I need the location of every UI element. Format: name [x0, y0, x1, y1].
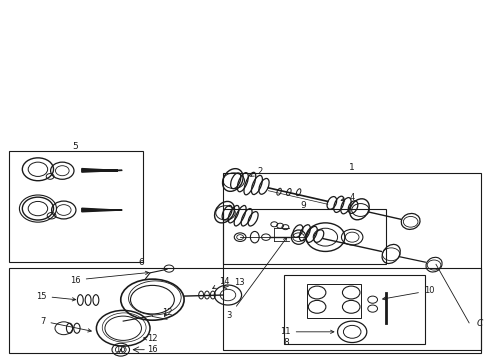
Bar — [223, 208, 386, 264]
Bar — [9, 267, 481, 353]
Text: 4: 4 — [341, 193, 355, 202]
Text: 7: 7 — [40, 316, 91, 332]
Text: 12: 12 — [144, 334, 158, 343]
Text: 16: 16 — [116, 345, 126, 354]
Text: 13: 13 — [223, 278, 245, 288]
Text: 14: 14 — [213, 277, 230, 288]
Bar — [284, 275, 425, 344]
Text: 15: 15 — [36, 292, 75, 301]
Polygon shape — [82, 208, 122, 212]
Text: 1: 1 — [349, 163, 355, 172]
Text: 16: 16 — [147, 345, 158, 354]
Bar — [307, 284, 361, 318]
Text: 6: 6 — [139, 258, 145, 267]
FancyArrow shape — [82, 168, 118, 172]
Bar — [9, 152, 143, 262]
Text: 8: 8 — [284, 338, 289, 347]
Text: 11: 11 — [280, 327, 334, 336]
Text: C: C — [476, 319, 483, 328]
Bar — [223, 173, 481, 350]
Polygon shape — [82, 168, 122, 172]
Text: 3: 3 — [227, 238, 287, 320]
Text: 10: 10 — [383, 286, 435, 300]
Text: 2: 2 — [251, 167, 262, 176]
Text: 12: 12 — [162, 309, 172, 318]
Text: 9: 9 — [300, 201, 306, 210]
Text: 5: 5 — [73, 142, 78, 151]
Text: 16: 16 — [70, 271, 149, 284]
